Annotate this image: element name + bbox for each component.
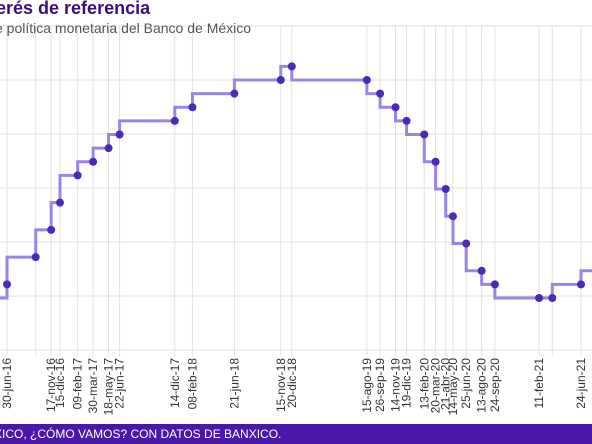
x-tick-label: 19-dic-19	[400, 358, 414, 408]
data-point	[73, 171, 82, 180]
x-tick-label: 20-mar-20	[429, 358, 443, 414]
data-point	[362, 76, 371, 84]
source-footer: XICO, ¿CÓMO VAMOS? CON DATOS DE BANXICO.	[0, 424, 592, 444]
data-point	[104, 144, 113, 153]
data-point	[391, 103, 400, 112]
x-tick-label: 14-may-20	[446, 358, 460, 416]
data-point	[3, 280, 11, 289]
x-tick-label: 30-jun-16	[0, 358, 14, 409]
x-tick-label: 24-jun-21	[574, 358, 588, 409]
x-tick-label: 14-nov-19	[389, 358, 403, 412]
x-tick-label: 21-jun-18	[227, 358, 241, 409]
data-point	[577, 280, 585, 289]
chart-title: erés de referencia	[0, 0, 151, 18]
x-tick-label: 24-sep-20	[488, 358, 502, 412]
data-point	[170, 116, 179, 125]
data-point	[115, 130, 124, 139]
x-tick-label: 17-nov-16	[44, 358, 58, 412]
data-point	[431, 157, 440, 166]
x-tick-label: 13-feb-20	[417, 358, 431, 410]
data-point	[31, 253, 40, 262]
x-tick-label: 13-ago-20	[475, 358, 489, 413]
data-point	[89, 157, 98, 166]
x-tick-label: 15-ago-19	[360, 358, 374, 413]
data-point	[462, 239, 471, 248]
data-point	[402, 116, 411, 125]
x-tick-label: 22-jun-17	[113, 358, 127, 409]
chart-grid	[0, 25, 592, 356]
x-tick-label: 15-nov-18	[274, 358, 288, 412]
data-point	[490, 280, 499, 289]
x-tick-label: 18-may-17	[102, 358, 116, 416]
data-point	[230, 89, 239, 98]
data-point	[420, 130, 429, 139]
x-tick-label: 14-dic-17	[168, 358, 182, 408]
data-point	[188, 103, 197, 112]
x-tick-label: 26-sep-19	[373, 358, 387, 412]
x-tick-label: 11-feb-21	[532, 358, 546, 409]
data-point	[376, 89, 385, 98]
data-point	[47, 225, 56, 234]
rate-points	[3, 62, 585, 302]
chart-subtitle: e política monetaria del Banco de México	[0, 20, 252, 36]
x-tick-label: 30-mar-17	[86, 358, 100, 414]
x-tick-label: 15-dic-16	[53, 358, 67, 408]
data-point	[448, 212, 457, 221]
data-point	[548, 294, 557, 302]
x-tick-label: 21-abr-20	[439, 358, 453, 410]
data-point	[287, 62, 296, 71]
x-tick-label: 25-jun-20	[459, 358, 473, 409]
x-tick-label: 09-feb-17	[71, 358, 85, 410]
x-tick-label: 20-dic-18	[285, 358, 299, 408]
data-point	[55, 198, 64, 207]
x-tick-label: 08-feb-18	[185, 358, 199, 410]
data-point	[441, 185, 450, 193]
data-point	[276, 76, 285, 84]
data-point	[477, 266, 486, 275]
data-point	[535, 294, 544, 302]
rate-step-line	[0, 64, 592, 300]
source-footer-text: XICO, ¿CÓMO VAMOS? CON DATOS DE BANXICO.	[0, 427, 282, 441]
